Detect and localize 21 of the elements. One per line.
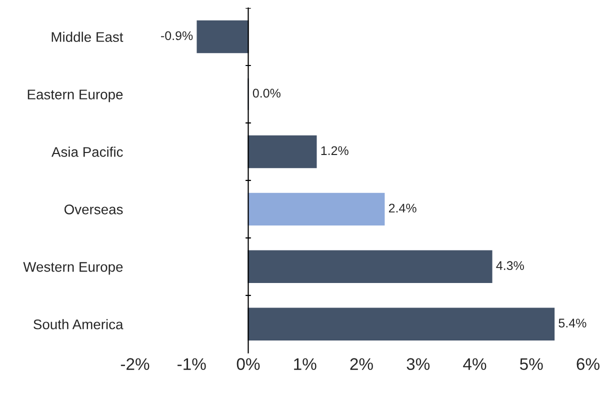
data-label: 4.3%	[496, 261, 524, 270]
y-tick-label: Asia Pacific	[51, 146, 123, 157]
x-tick-label: 5%	[520, 358, 543, 370]
x-tick-label: 6%	[576, 358, 600, 370]
x-tick-label: 1%	[294, 358, 316, 370]
data-label: 2.4%	[388, 204, 416, 212]
x-tick-label: 0%	[236, 358, 260, 370]
x-tick-label: 4%	[463, 358, 486, 370]
data-label: 0.0%	[252, 88, 280, 98]
x-tick-label: 2%	[350, 358, 373, 370]
y-tick-label: Eastern Europe	[28, 90, 123, 102]
x-tick-label: 3%	[406, 358, 430, 370]
x-tick-label: -1%	[178, 358, 206, 370]
data-label: 1.2%	[321, 146, 348, 156]
y-tick-label: Western Europe	[23, 262, 123, 275]
y-tick-label: Overseas	[64, 204, 123, 214]
y-tick-label: South America	[34, 319, 124, 330]
data-label: 5.4%	[558, 318, 586, 328]
data-label: -0.9%	[161, 31, 193, 40]
y-tick-label: Middle East	[52, 32, 124, 42]
x-tick-label: -2%	[120, 358, 150, 370]
